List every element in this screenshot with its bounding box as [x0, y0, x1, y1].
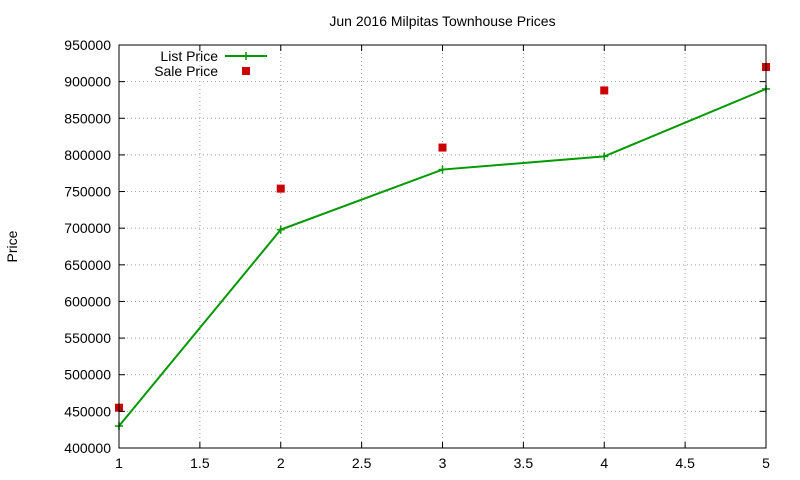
legend-label: Sale Price	[154, 63, 218, 79]
y-tick-labels: 400000 450000 500000 550000 600000 650000 7000…	[64, 37, 111, 456]
y-tick-label: 950000	[64, 37, 111, 53]
y-tick-label: 800000	[64, 147, 111, 163]
y-tick-label: 700000	[64, 220, 111, 236]
y-axis-label: Price	[4, 230, 20, 262]
x-tick-label: 1.5	[190, 455, 210, 471]
x-tick-labels: 1 1.5 2 2.5 3 3.5 4 4.5 5	[115, 455, 770, 471]
x-tick-label: 5	[762, 455, 770, 471]
chart-title: Jun 2016 Milpitas Townhouse Prices	[329, 13, 555, 29]
legend-entry: Sale Price	[154, 63, 250, 79]
x-tick-label: 4	[600, 455, 608, 471]
data-point	[600, 152, 609, 161]
data-point	[276, 184, 285, 193]
data-point	[600, 86, 609, 95]
x-tick-label: 1	[115, 455, 123, 471]
y-tick-label: 450000	[64, 403, 111, 419]
x-tick-label: 4.5	[675, 455, 695, 471]
y-tick-label: 600000	[64, 293, 111, 309]
y-tick-label: 750000	[64, 184, 111, 200]
y-tick-label: 500000	[64, 367, 111, 383]
x-tick-label: 3	[439, 455, 447, 471]
data-point	[276, 225, 285, 234]
y-tick-label: 850000	[64, 110, 111, 126]
x-tick-label: 3.5	[514, 455, 534, 471]
legend-marker	[242, 52, 250, 60]
y-tick-label: 550000	[64, 330, 111, 346]
data-point	[438, 143, 447, 152]
x-tick-label: 2.5	[352, 455, 372, 471]
data-point	[438, 165, 447, 174]
legend-entry: List Price	[160, 48, 267, 64]
y-tick-label: 650000	[64, 257, 111, 273]
tick-marks	[118, 44, 767, 449]
x-tick-label: 2	[277, 455, 285, 471]
y-tick-label: 900000	[64, 74, 111, 90]
legend-marker	[242, 67, 250, 75]
y-tick-label: 400000	[64, 440, 111, 456]
legend-label: List Price	[160, 48, 218, 64]
